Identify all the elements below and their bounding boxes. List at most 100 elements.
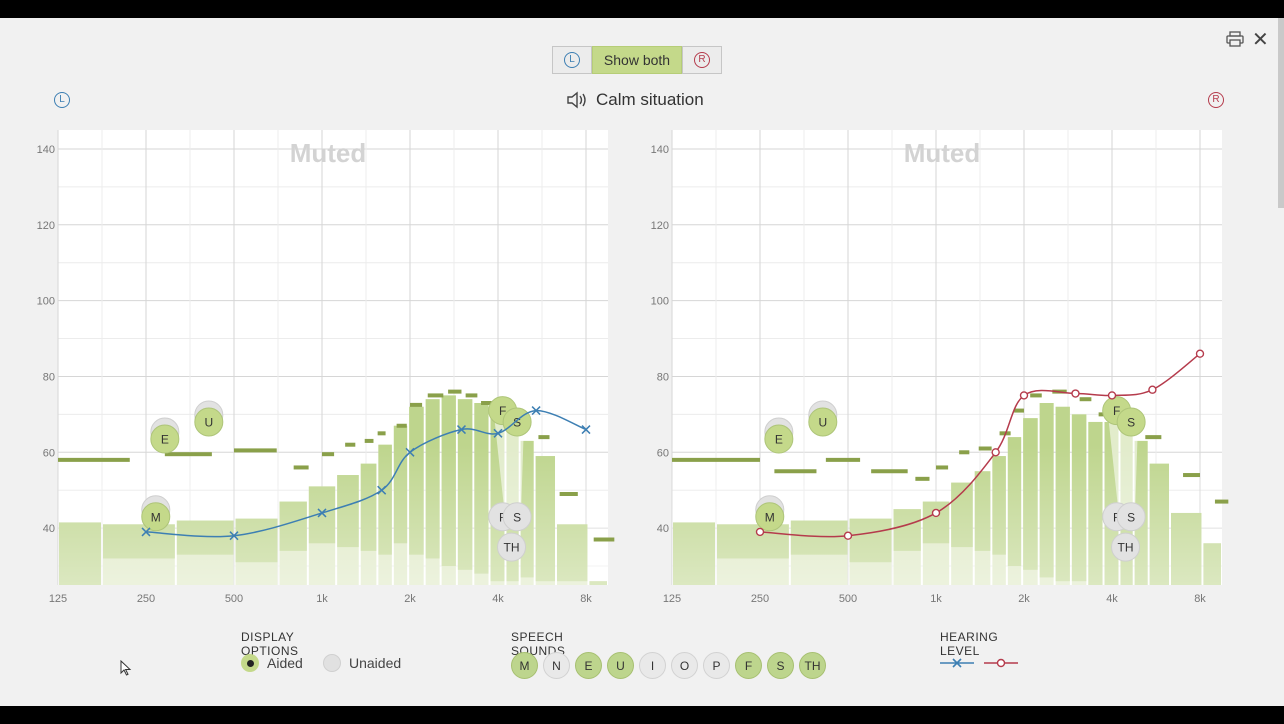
- sound-toggle-m[interactable]: M: [511, 652, 538, 679]
- aided-sound-bubble: [497, 532, 527, 562]
- sound-toggle-th[interactable]: TH: [799, 652, 826, 679]
- speech-sounds-list: M N E U I O P F S TH: [511, 652, 826, 679]
- program-title: Calm situation: [566, 90, 704, 110]
- close-icon[interactable]: ✕: [1252, 29, 1269, 51]
- show-left-button[interactable]: L: [552, 46, 592, 74]
- sound-toggle-e[interactable]: E: [575, 652, 602, 679]
- aided-sound-bubble: [141, 502, 171, 532]
- y-tick-label: 120: [651, 220, 669, 232]
- aided-sound-bubble: [755, 502, 785, 532]
- show-right-button[interactable]: R: [682, 46, 722, 74]
- level-marker: [825, 457, 861, 462]
- level-marker: [936, 465, 949, 470]
- x-tick-label: 250: [137, 593, 155, 605]
- hearing-curve: [145, 409, 587, 538]
- scrollbar[interactable]: [1278, 18, 1284, 208]
- x-tick-label: 1k: [316, 593, 328, 605]
- sound-bubble-text: TH: [1118, 541, 1134, 555]
- sound-bubble-text: E: [775, 433, 783, 447]
- aided-option[interactable]: Aided: [241, 654, 303, 672]
- sound-bubble-text: TH: [504, 541, 520, 555]
- aided-radio[interactable]: [241, 654, 259, 672]
- hearing-point-o: [1071, 389, 1080, 398]
- hearing-point-o: [931, 508, 941, 518]
- sound-bubble-text: F: [499, 404, 506, 418]
- aided-sound-bubble: [194, 407, 224, 437]
- sound-toggle-s[interactable]: S: [767, 652, 794, 679]
- level-marker: [58, 457, 130, 462]
- aided-sound-bubble: [502, 502, 532, 532]
- y-tick-label: 100: [37, 296, 55, 308]
- hearing-level-title: HEARING LEVEL: [940, 630, 999, 658]
- sound-bubble-text: S: [513, 510, 521, 524]
- aided-sound-bubble: [1116, 407, 1146, 437]
- hearing-point-x: [317, 508, 327, 518]
- hearing-point-x: [405, 447, 415, 457]
- hearing-point-x: [141, 527, 151, 537]
- level-marker: [322, 452, 335, 457]
- legend-right-o-icon: [996, 658, 1006, 668]
- display-options-title: DISPLAY OPTIONS: [241, 630, 299, 658]
- right-ear-badge: R: [1208, 92, 1224, 108]
- left-ear-chart: Muted 40 60 80 100 120 140 125 250 500 1k 2k 4k 8k E U M…: [37, 130, 615, 605]
- hearing-point-x: [493, 428, 503, 438]
- show-both-button[interactable]: Show both: [592, 46, 682, 74]
- speech-sound-label: E: [764, 417, 794, 454]
- sound-bubble-text: M: [151, 510, 161, 524]
- level-marker: [538, 435, 550, 440]
- right-ear-icon: R: [694, 52, 710, 68]
- speech-sound-label: U: [808, 400, 838, 437]
- y-tick-label: 80: [43, 371, 55, 383]
- print-icon[interactable]: [1226, 31, 1244, 47]
- sound-toggle-u[interactable]: U: [607, 652, 634, 679]
- level-marker: [164, 452, 212, 457]
- speech-sound-label: M: [755, 495, 785, 532]
- sound-toggle-n[interactable]: N: [543, 652, 570, 679]
- x-tick-label: 500: [225, 593, 243, 605]
- hearing-point-o: [1107, 391, 1117, 400]
- level-marker: [345, 442, 356, 447]
- level-marker: [396, 423, 407, 428]
- level-marker: [978, 446, 992, 451]
- left-ear-icon: L: [564, 52, 580, 68]
- aided-sound-bubble: [808, 407, 838, 437]
- mouse-pointer-icon: [120, 660, 132, 676]
- y-tick-label: 140: [651, 144, 669, 156]
- level-marker: [448, 389, 462, 394]
- x-tick-label: 4k: [1106, 593, 1118, 605]
- hearing-point-o: [991, 448, 1000, 457]
- level-marker: [871, 469, 908, 474]
- y-tick-label: 40: [657, 523, 669, 535]
- hearing-point-x: [377, 485, 387, 495]
- unaided-radio[interactable]: [323, 654, 341, 672]
- sound-bubble-text: U: [818, 415, 827, 429]
- speech-sound-label: M: [141, 495, 171, 532]
- unaided-option[interactable]: Unaided: [323, 654, 401, 672]
- level-marker: [915, 476, 930, 481]
- sound-toggle-o[interactable]: O: [671, 652, 698, 679]
- x-tick-label: 4k: [492, 593, 504, 605]
- level-marker: [593, 537, 615, 542]
- y-tick-label: 120: [37, 220, 55, 232]
- hearing-point-o: [1019, 391, 1029, 400]
- x-tick-label: 250: [751, 593, 769, 605]
- level-marker: [1183, 473, 1200, 478]
- level-marker: [481, 401, 492, 405]
- sound-toggle-i[interactable]: I: [639, 652, 666, 679]
- speech-sound-label: E: [150, 417, 180, 454]
- x-tick-label: 2k: [404, 593, 416, 605]
- sound-bubble-text: S: [513, 415, 521, 429]
- sound-toggle-f[interactable]: F: [735, 652, 762, 679]
- chart-title-muted: Muted: [904, 138, 981, 168]
- hearing-point-x: [531, 406, 541, 416]
- chart-title-muted: Muted: [290, 138, 367, 168]
- hearing-point-o: [1148, 385, 1157, 394]
- x-tick-label: 8k: [1194, 593, 1206, 605]
- sound-toggle-p[interactable]: P: [703, 652, 730, 679]
- hearing-point-x: [456, 425, 467, 435]
- level-marker: [1214, 499, 1229, 504]
- y-tick-label: 140: [37, 144, 55, 156]
- speaker-icon: [567, 91, 586, 109]
- unaided-label: Unaided: [349, 655, 402, 671]
- aided-sound-bubble: [1111, 532, 1141, 562]
